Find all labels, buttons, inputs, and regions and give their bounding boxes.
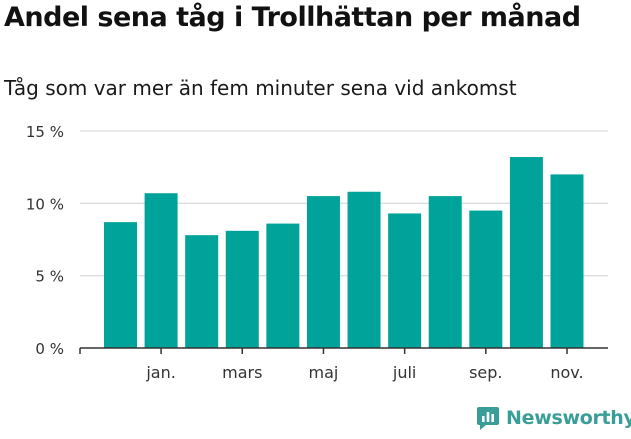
bar xyxy=(469,210,503,348)
chart-title: Andel sena tåg i Trollhättan per månad xyxy=(4,2,581,33)
bar xyxy=(104,222,137,348)
y-tick-label: 0 % xyxy=(35,340,64,358)
x-tick-labels: jan. mars maj juli sep. nov. xyxy=(145,363,583,382)
bar xyxy=(509,157,543,348)
x-tick-label: mars xyxy=(222,363,262,382)
y-tick-label: 10 % xyxy=(26,195,64,213)
y-tick-label: 15 % xyxy=(26,123,64,141)
bar xyxy=(185,235,219,348)
bars xyxy=(104,157,584,348)
x-tick-label: maj xyxy=(309,363,339,382)
bar xyxy=(388,213,422,348)
bar xyxy=(550,174,584,348)
chart-subtitle: Tåg som var mer än fem minuter sena vid … xyxy=(4,76,517,100)
bar xyxy=(347,191,381,348)
x-axis xyxy=(79,347,608,354)
newsworthy-icon xyxy=(477,407,499,430)
bar xyxy=(144,193,178,348)
x-tick-label: nov. xyxy=(550,363,583,382)
x-tick-label: juli xyxy=(392,363,416,382)
bar xyxy=(225,230,259,348)
bar xyxy=(306,196,340,348)
y-tick-labels: 0 % 5 % 10 % 15 % xyxy=(26,123,64,358)
x-tick-label: jan. xyxy=(145,363,175,382)
x-tick-label: sep. xyxy=(469,363,502,382)
bar xyxy=(428,196,462,348)
newsworthy-logo: Newsworthy xyxy=(476,405,631,431)
brand-name: Newsworthy xyxy=(506,407,631,429)
bar xyxy=(266,223,300,348)
y-tick-label: 5 % xyxy=(35,268,64,286)
